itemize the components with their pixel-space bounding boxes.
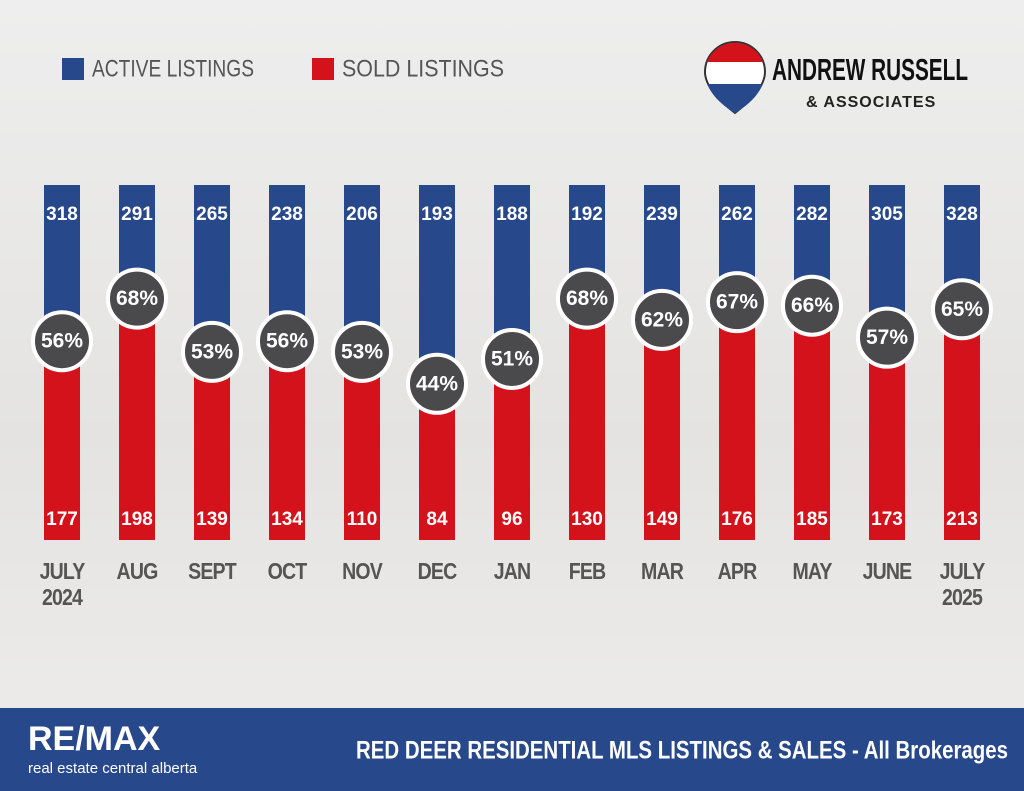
- active-value: 188: [496, 204, 528, 225]
- ratio-circle: [406, 352, 468, 415]
- legend-swatch: [312, 58, 334, 80]
- ratio-circle: [481, 327, 543, 390]
- ratio-label: 56%: [41, 330, 83, 353]
- x-tick-label: JUNE: [862, 558, 913, 584]
- ratio-label: 68%: [116, 287, 158, 310]
- active-bar: [419, 185, 455, 384]
- sold-bar: [344, 351, 380, 540]
- sold-value: 198: [121, 509, 153, 530]
- sold-value: 139: [196, 509, 228, 530]
- sold-value: 84: [426, 509, 448, 530]
- x-tick-label: NOV: [342, 558, 383, 584]
- x-tick-label: AUG: [116, 558, 159, 584]
- ratio-label: 56%: [266, 330, 308, 353]
- ratio-circle: [31, 310, 93, 373]
- active-value: 328: [946, 204, 978, 225]
- sold-bar: [944, 309, 980, 540]
- ratio-circle: [781, 274, 843, 337]
- sold-value: 185: [796, 509, 828, 530]
- active-value: 282: [796, 204, 828, 225]
- ratio-label: 62%: [641, 308, 683, 331]
- sold-value: 134: [271, 509, 303, 530]
- sold-bar: [869, 337, 905, 540]
- sold-value: 110: [347, 509, 378, 530]
- ratio-circle: [706, 271, 768, 334]
- legend-swatch: [62, 58, 84, 80]
- sold-bar: [569, 298, 605, 540]
- x-tick-label: MAY: [792, 558, 832, 584]
- sold-bar: [794, 305, 830, 540]
- sold-bar: [644, 319, 680, 540]
- sold-value: 173: [871, 509, 903, 530]
- ratio-circle: [556, 267, 618, 330]
- legend-label: SOLD LISTINGS: [342, 55, 504, 82]
- sold-bar: [44, 341, 80, 540]
- ratio-circle: [181, 320, 243, 383]
- x-tick-label: JAN: [493, 558, 531, 584]
- logo-blue: [707, 84, 763, 113]
- legend-label: ACTIVE LISTINGS: [92, 55, 254, 82]
- x-tick-label: APR: [717, 558, 758, 584]
- ratio-label: 67%: [716, 291, 758, 314]
- active-value: 193: [421, 204, 453, 225]
- x-tick-label: JULY 2025: [939, 558, 986, 610]
- active-value: 192: [571, 204, 603, 225]
- ratio-label: 68%: [566, 287, 608, 310]
- sold-value: 177: [46, 509, 78, 530]
- active-value: 318: [46, 204, 78, 225]
- brokerage: RE/MAX: [28, 720, 161, 758]
- sold-bar: [194, 351, 230, 540]
- ratio-label: 66%: [791, 294, 833, 317]
- ratio-circle: [631, 288, 693, 351]
- sold-bar: [719, 302, 755, 540]
- x-tick-label: SEPT: [188, 558, 237, 584]
- brokerage-sub: real estate central alberta: [28, 760, 198, 777]
- x-tick-label: FEB: [568, 558, 606, 584]
- agent-name: ANDREW RUSSELL: [772, 52, 968, 87]
- logo-red: [707, 42, 763, 62]
- active-value: 238: [271, 204, 303, 225]
- sold-value: 130: [571, 509, 603, 530]
- x-tick-label: OCT: [267, 558, 308, 584]
- ratio-label: 53%: [191, 340, 233, 363]
- agent-sub: & ASSOCIATES: [806, 94, 936, 111]
- x-tick-label: DEC: [417, 558, 458, 584]
- ratio-label: 57%: [866, 326, 908, 349]
- active-value: 265: [196, 204, 228, 225]
- active-value: 291: [121, 204, 153, 225]
- active-value: 305: [871, 204, 903, 225]
- ratio-label: 53%: [341, 340, 383, 363]
- ratio-circle: [256, 310, 318, 373]
- ratio-circle: [931, 278, 993, 341]
- sold-bar: [119, 298, 155, 540]
- sold-value: 176: [721, 509, 753, 530]
- footer-banner: [0, 708, 1024, 791]
- sold-bar: [269, 341, 305, 540]
- x-tick-label: JULY 2024: [39, 558, 86, 610]
- active-value: 262: [721, 204, 753, 225]
- chart-title: RED DEER RESIDENTIAL MLS LISTINGS & SALE…: [356, 737, 1008, 765]
- active-value: 206: [346, 204, 378, 225]
- sold-value: 149: [646, 509, 678, 530]
- sold-value: 213: [946, 509, 978, 530]
- ratio-circle: [331, 320, 393, 383]
- sold-value: 96: [501, 509, 522, 530]
- ratio-circle: [106, 267, 168, 330]
- ratio-circle: [856, 306, 918, 369]
- ratio-label: 51%: [491, 347, 533, 370]
- x-tick-label: MAR: [641, 558, 684, 584]
- ratio-label: 65%: [941, 298, 983, 321]
- ratio-label: 44%: [416, 372, 458, 395]
- active-value: 239: [646, 204, 678, 225]
